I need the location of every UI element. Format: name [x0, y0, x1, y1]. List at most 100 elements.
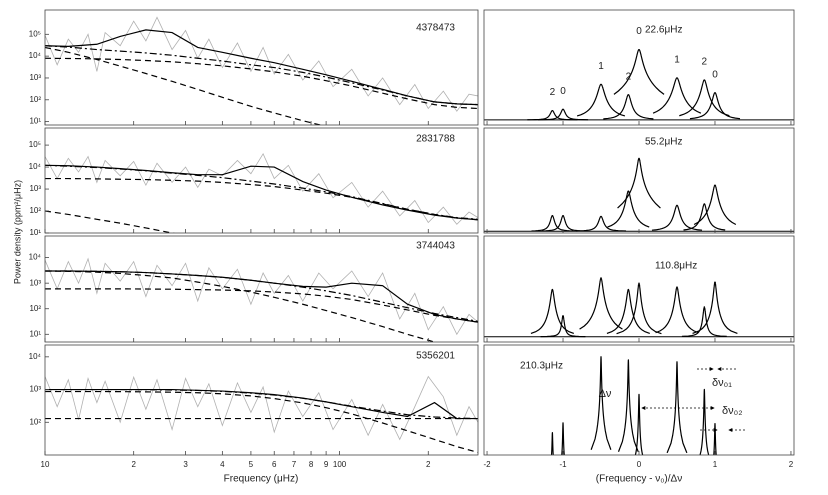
mode-peak	[613, 48, 665, 95]
panel-label: 210.3μHz	[520, 361, 563, 372]
x-axis-title: (Frequency - ν₀)/Δν	[596, 474, 682, 485]
mode-label: 0	[636, 26, 642, 37]
mode-label: 2	[550, 87, 556, 98]
mode-peak	[561, 422, 565, 455]
mode-label: 1	[598, 61, 604, 72]
y-tick-label: 10³	[29, 184, 41, 193]
mode-peak	[527, 109, 578, 121]
panel	[45, 16, 478, 125]
y-tick-label: 10³	[29, 73, 41, 82]
x-tick-label: 4	[220, 460, 225, 469]
mode-peak	[550, 432, 554, 455]
mode-peak	[693, 184, 737, 226]
mode-peak	[576, 83, 626, 117]
mode-label: 2	[626, 71, 632, 82]
x-tick-label: -1	[559, 460, 567, 469]
x-tick-label: 2	[131, 460, 136, 469]
mode-peak	[634, 393, 644, 455]
y-axis-title: Power density (ppm²/μHz)	[12, 180, 22, 284]
panel-frame	[44, 127, 479, 234]
mode-peak	[617, 359, 639, 452]
x-tick-label: -2	[483, 460, 491, 469]
y-tick-label: 10²	[29, 304, 41, 313]
y-tick-label: 10¹	[29, 228, 41, 237]
x-tick-label: 9	[324, 460, 329, 469]
x-tick-label: 1	[713, 460, 718, 469]
mode-label: 0	[712, 69, 718, 80]
x-tick-label: 10	[41, 460, 50, 469]
mode-peak	[683, 203, 726, 231]
mode-peak	[575, 215, 627, 232]
data-line	[45, 375, 478, 441]
mode-peak	[699, 388, 710, 455]
mode-peak	[531, 214, 574, 232]
x-tick-label: 8	[309, 460, 314, 469]
panel	[45, 257, 478, 342]
panel-frame	[483, 127, 795, 234]
mode-label: 0	[560, 86, 566, 97]
model-line	[45, 210, 176, 233]
mode-peak	[537, 108, 589, 121]
y-tick-label: 10³	[29, 385, 41, 394]
panel	[484, 48, 794, 121]
x-tick-label: 7	[292, 460, 297, 469]
model-line	[45, 45, 478, 106]
x-tick-label: 0	[637, 460, 642, 469]
panel	[45, 152, 478, 233]
model-line	[45, 270, 437, 342]
model-line	[45, 29, 478, 106]
model-line	[45, 164, 478, 220]
mode-peak	[713, 423, 717, 455]
x-tick-label: 6	[272, 460, 277, 469]
model-line	[45, 177, 478, 221]
panel	[484, 277, 794, 338]
data-line	[45, 257, 478, 336]
panel-label: 110.8μHz	[655, 261, 697, 272]
model-line	[45, 288, 478, 323]
mode-peak	[540, 314, 586, 338]
y-tick-label: 10²	[29, 417, 41, 426]
y-tick-label: 10²	[29, 95, 41, 104]
mode-peak	[542, 214, 584, 232]
y-tick-label: 10¹	[29, 329, 41, 338]
panel-frame	[44, 9, 479, 126]
y-tick-label: 10²	[29, 206, 41, 215]
annotation: δν₀₁	[712, 377, 732, 389]
mode-peak	[666, 361, 688, 454]
mode-peak	[692, 281, 738, 334]
panel	[484, 157, 794, 232]
mode-peak	[689, 92, 741, 120]
panel-label: 3744043	[416, 241, 455, 252]
mode-label: 1	[674, 54, 680, 65]
y-tick-label: 10⁴	[29, 162, 42, 171]
y-tick-label: 10⁵	[29, 29, 41, 38]
mode-peak	[652, 77, 702, 114]
mode-peak	[655, 286, 699, 334]
model-line	[45, 46, 323, 125]
panel-frame	[44, 235, 479, 343]
model-line	[45, 388, 478, 420]
panel-label: 55.2μHz	[645, 137, 682, 148]
panel-label: 4378473	[416, 23, 455, 34]
model-line	[45, 270, 478, 322]
x-tick-label: 100	[333, 460, 347, 469]
mode-peak	[679, 79, 730, 117]
data-line	[45, 152, 478, 225]
x-tick-label: 2	[426, 460, 431, 469]
y-tick-label: 10¹	[29, 117, 41, 126]
mode-peak	[603, 94, 654, 120]
annotation: δν₀₂	[722, 405, 742, 417]
model-line	[45, 57, 478, 110]
mode-peak	[681, 306, 727, 337]
mode-peak	[651, 204, 703, 231]
x-axis-title: Frequency (μHz)	[224, 474, 299, 485]
mode-peak	[579, 277, 623, 330]
panel	[45, 375, 478, 453]
y-tick-label: 10³	[29, 278, 41, 287]
mode-peak	[606, 288, 650, 335]
mode-peak	[590, 356, 612, 450]
mode-label: 2	[702, 57, 708, 68]
panel-label: 2831788	[416, 134, 455, 145]
mode-peak	[617, 157, 661, 209]
